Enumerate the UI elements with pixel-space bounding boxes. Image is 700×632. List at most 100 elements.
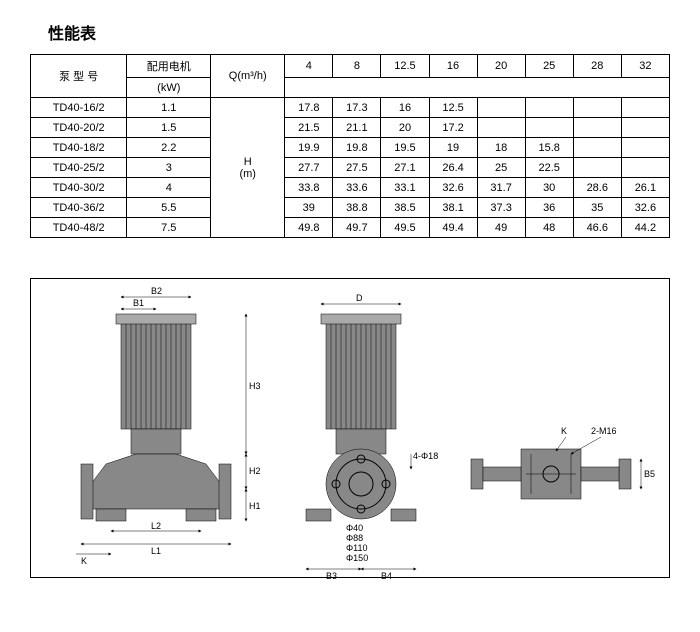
table-cell: 33.8 (285, 178, 333, 198)
table-cell: TD40-25/2 (31, 158, 127, 178)
col-h: H(m) (211, 98, 285, 238)
table-cell: 18 (477, 138, 525, 158)
table-cell: 12.5 (429, 98, 477, 118)
dim-k2: K (561, 426, 567, 436)
table-cell (621, 118, 669, 138)
table-cell: 20 (381, 118, 429, 138)
table-cell: 25 (477, 158, 525, 178)
dim-d18: 4-Φ18 (413, 451, 438, 461)
dim-m16: 2-M16 (591, 426, 617, 436)
table-cell: 1.5 (127, 118, 211, 138)
table-cell: 49.7 (333, 218, 381, 238)
dim-d150: Φ150 (346, 553, 368, 563)
dim-l2: L2 (151, 521, 161, 531)
dim-d110: Φ110 (346, 543, 368, 553)
dim-b2: B2 (151, 286, 162, 296)
table-cell: 38.5 (381, 198, 429, 218)
dim-l1: L1 (151, 546, 161, 556)
col-16: 16 (429, 55, 477, 78)
table-cell: 33.1 (381, 178, 429, 198)
col-motor-unit: (kW) (127, 78, 211, 98)
col-q: Q(m³/h) (211, 55, 285, 98)
table-cell: TD40-16/2 (31, 98, 127, 118)
table-cell (573, 118, 621, 138)
table-cell (621, 158, 669, 178)
performance-table: 泵 型 号 配用电机 Q(m³/h) 4 8 12.5 16 20 25 28 … (30, 54, 670, 238)
table-cell: 19 (429, 138, 477, 158)
dim-b5: B5 (644, 469, 655, 479)
table-cell (621, 98, 669, 118)
dim-b4: B4 (381, 571, 392, 579)
table-cell: 27.5 (333, 158, 381, 178)
dim-h2: H2 (249, 466, 261, 476)
table-cell: 33.6 (333, 178, 381, 198)
table-cell: TD40-36/2 (31, 198, 127, 218)
table-cell (573, 158, 621, 178)
table-cell: 32.6 (429, 178, 477, 198)
col-20: 20 (477, 55, 525, 78)
table-cell: 19.5 (381, 138, 429, 158)
table-cell: 19.9 (285, 138, 333, 158)
table-cell: 38.8 (333, 198, 381, 218)
table-cell: 26.1 (621, 178, 669, 198)
table-cell: 30 (525, 178, 573, 198)
table-cell: 38.1 (429, 198, 477, 218)
dim-h3: H3 (249, 381, 261, 391)
table-cell: 1.1 (127, 98, 211, 118)
table-cell: 19.8 (333, 138, 381, 158)
col-model: 泵 型 号 (31, 55, 127, 98)
table-cell: 2.2 (127, 138, 211, 158)
table-cell: 27.1 (381, 158, 429, 178)
dim-h1: H1 (249, 501, 261, 511)
table-cell (621, 138, 669, 158)
col-25: 25 (525, 55, 573, 78)
table-cell: TD40-20/2 (31, 118, 127, 138)
table-cell: 37.3 (477, 198, 525, 218)
table-cell (525, 118, 573, 138)
table-cell: 31.7 (477, 178, 525, 198)
table-cell: 39 (285, 198, 333, 218)
table-cell: 32.6 (621, 198, 669, 218)
page-title: 性能表 (48, 20, 670, 44)
table-cell: 28.6 (573, 178, 621, 198)
table-cell: 26.4 (429, 158, 477, 178)
table-cell: 3 (127, 158, 211, 178)
col-28: 28 (573, 55, 621, 78)
table-cell: TD40-48/2 (31, 218, 127, 238)
table-cell: 17.2 (429, 118, 477, 138)
table-cell (573, 138, 621, 158)
table-cell: 49.5 (381, 218, 429, 238)
table-cell: 49.4 (429, 218, 477, 238)
table-cell (477, 98, 525, 118)
dim-d: D (356, 293, 363, 303)
table-cell: 17.8 (285, 98, 333, 118)
table-cell: 4 (127, 178, 211, 198)
table-cell: 36 (525, 198, 573, 218)
table-cell: 15.8 (525, 138, 573, 158)
table-cell: 49.8 (285, 218, 333, 238)
table-cell: 22.5 (525, 158, 573, 178)
technical-drawing: B1 B2 H3 H2 H1 L1 L2 K (30, 278, 670, 578)
table-cell (573, 98, 621, 118)
table-cell: 7.5 (127, 218, 211, 238)
table-cell: 44.2 (621, 218, 669, 238)
col-4: 4 (285, 55, 333, 78)
col-32: 32 (621, 55, 669, 78)
table-cell: 35 (573, 198, 621, 218)
table-cell: 48 (525, 218, 573, 238)
table-cell: 21.5 (285, 118, 333, 138)
table-cell: TD40-18/2 (31, 138, 127, 158)
col-8: 8 (333, 55, 381, 78)
dim-b1: B1 (133, 298, 144, 308)
dim-d88: Φ88 (346, 533, 363, 543)
table-cell: TD40-30/2 (31, 178, 127, 198)
dim-k: K (81, 556, 87, 566)
table-cell: 5.5 (127, 198, 211, 218)
dim-b3: B3 (326, 571, 337, 579)
table-cell: 46.6 (573, 218, 621, 238)
table-cell: 21.1 (333, 118, 381, 138)
dim-d40: Φ40 (346, 523, 363, 533)
table-cell (477, 118, 525, 138)
table-cell: 17.3 (333, 98, 381, 118)
table-cell: 49 (477, 218, 525, 238)
